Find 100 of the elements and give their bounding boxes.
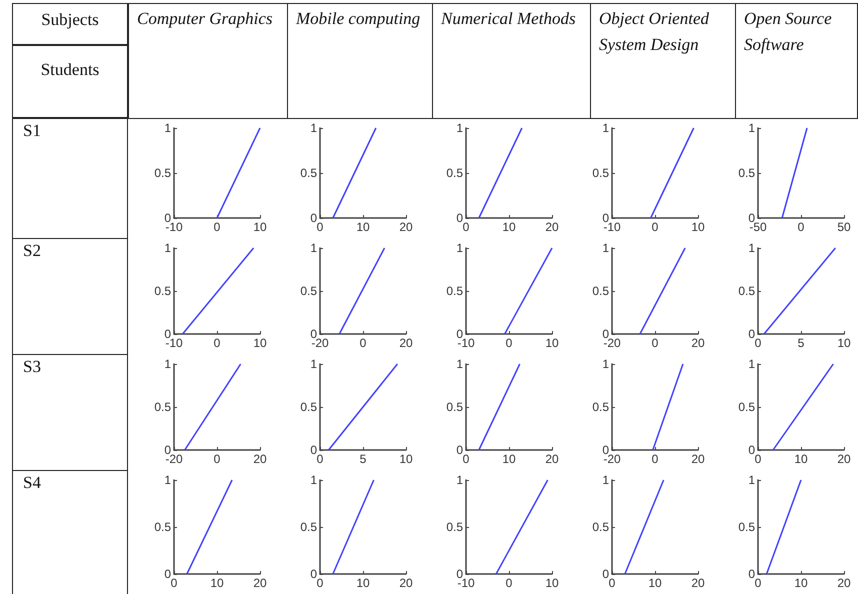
y-tick-label: 0: [456, 211, 464, 225]
y-tick-label: 0: [748, 567, 756, 581]
x-tick-label: 20: [399, 576, 413, 590]
y-tick-label: 0: [164, 443, 172, 457]
y-tick-label: 1: [164, 241, 172, 255]
y-tick-label: 0: [602, 211, 610, 225]
y-tick-label: 1: [310, 473, 318, 487]
y-tick-label: 0.5: [300, 520, 318, 534]
x-tick-label: 10: [837, 336, 851, 350]
y-tick-label: 0: [164, 211, 172, 225]
y-tick-label: 0.5: [592, 284, 610, 298]
x-tick-label: 0: [214, 336, 221, 350]
x-tick-label: 20: [691, 452, 705, 466]
x-tick-label: 10: [648, 576, 662, 590]
y-tick-label: 0: [456, 327, 464, 341]
x-tick-label: 10: [253, 220, 267, 234]
text: S3: [12, 354, 128, 470]
y-tick-label: 0.5: [154, 284, 172, 298]
x-tick-label: 20: [399, 220, 413, 234]
x-tick-label: 20: [691, 576, 705, 590]
y-tick-label: 0.5: [592, 400, 610, 414]
text: Students: [40, 59, 100, 81]
y-tick-label: 0: [748, 443, 756, 457]
y-tick-label: 0: [310, 443, 318, 457]
y-tick-label: 1: [164, 473, 172, 487]
x-tick-label: 20: [545, 220, 559, 234]
y-tick-label: 1: [602, 473, 610, 487]
y-tick-label: 1: [164, 121, 172, 135]
x-tick-label: 0: [506, 576, 513, 590]
y-tick-label: 1: [602, 357, 610, 371]
x-tick-label: 0: [652, 220, 659, 234]
y-tick-label: 0.5: [738, 166, 756, 180]
x-tick-label: 20: [253, 576, 267, 590]
y-tick-label: 1: [164, 357, 172, 371]
text: S1: [12, 118, 128, 238]
y-tick-label: 0.5: [154, 400, 172, 414]
x-tick-label: 10: [502, 220, 516, 234]
text: Mobile computing: [287, 3, 432, 118]
y-tick-label: 0: [164, 567, 172, 581]
text: Open Source Software: [735, 3, 858, 118]
y-tick-label: 1: [456, 473, 464, 487]
y-tick-label: 1: [748, 241, 756, 255]
y-tick-label: 1: [310, 241, 318, 255]
x-tick-label: 5: [360, 452, 367, 466]
y-tick-label: 0.5: [154, 166, 172, 180]
x-tick-label: 10: [545, 576, 559, 590]
x-tick-label: 20: [837, 452, 851, 466]
y-tick-label: 0: [602, 443, 610, 457]
y-tick-label: 0.5: [446, 166, 464, 180]
y-tick-label: 0.5: [154, 520, 172, 534]
y-tick-label: 0: [310, 567, 318, 581]
y-tick-label: 0: [456, 567, 464, 581]
x-tick-label: 10: [545, 336, 559, 350]
y-tick-label: 1: [456, 241, 464, 255]
x-tick-label: 10: [253, 336, 267, 350]
y-tick-label: 1: [456, 121, 464, 135]
y-tick-label: 0: [748, 327, 756, 341]
y-tick-label: 0.5: [738, 284, 756, 298]
y-tick-label: 0.5: [738, 400, 756, 414]
y-tick-label: 1: [456, 357, 464, 371]
x-tick-label: 0: [360, 336, 367, 350]
x-tick-label: 20: [837, 576, 851, 590]
x-tick-label: 10: [794, 576, 808, 590]
x-tick-label: 0: [652, 336, 659, 350]
y-tick-label: 1: [748, 473, 756, 487]
text: S4: [12, 470, 128, 594]
y-tick-label: 0.5: [446, 520, 464, 534]
y-tick-label: 0.5: [446, 284, 464, 298]
x-tick-label: 10: [210, 576, 224, 590]
y-tick-label: 0: [748, 211, 756, 225]
text: Numerical Methods: [432, 3, 590, 118]
x-tick-label: 0: [214, 452, 221, 466]
x-tick-label: 20: [253, 452, 267, 466]
x-tick-label: 20: [399, 336, 413, 350]
y-tick-label: 1: [602, 121, 610, 135]
y-tick-label: 1: [748, 121, 756, 135]
x-tick-label: 10: [399, 452, 413, 466]
text: Subjects: [13, 4, 127, 46]
x-tick-label: 10: [356, 576, 370, 590]
x-tick-label: 0: [798, 220, 805, 234]
y-tick-label: 0: [456, 443, 464, 457]
y-tick-label: 1: [310, 121, 318, 135]
x-tick-label: 0: [506, 336, 513, 350]
x-tick-label: 0: [652, 452, 659, 466]
y-tick-label: 0.5: [592, 166, 610, 180]
x-tick-label: 10: [502, 452, 516, 466]
y-tick-label: 0: [602, 567, 610, 581]
y-tick-label: 1: [310, 357, 318, 371]
y-tick-label: 0.5: [446, 400, 464, 414]
y-tick-label: 0.5: [300, 284, 318, 298]
y-tick-label: 1: [602, 241, 610, 255]
x-tick-label: 10: [794, 452, 808, 466]
x-tick-label: 20: [545, 452, 559, 466]
y-tick-label: 0: [602, 327, 610, 341]
y-tick-label: 0: [164, 327, 172, 341]
text: S2: [12, 238, 128, 354]
y-tick-label: 0.5: [300, 166, 318, 180]
y-tick-label: 0.5: [300, 400, 318, 414]
x-tick-label: 0: [214, 220, 221, 234]
y-tick-label: 0.5: [738, 520, 756, 534]
